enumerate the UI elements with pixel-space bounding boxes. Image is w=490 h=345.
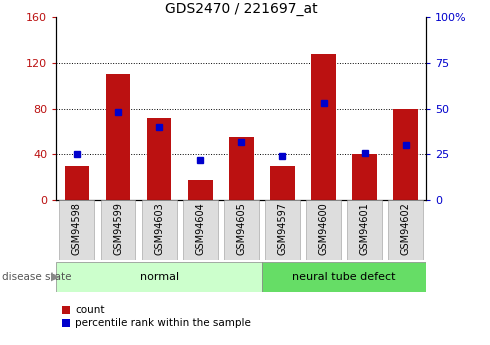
Bar [59, 200, 95, 260]
Text: normal: normal [140, 272, 179, 282]
Bar [347, 200, 382, 260]
Text: GSM94601: GSM94601 [360, 202, 369, 255]
Legend: count, percentile rank within the sample: count, percentile rank within the sample [62, 305, 251, 328]
Bar [265, 200, 300, 260]
Bar [183, 200, 218, 260]
Bar [229, 137, 254, 200]
Text: GSM94602: GSM94602 [401, 202, 411, 255]
Bar [262, 262, 426, 292]
Bar [106, 75, 130, 200]
Text: GSM94600: GSM94600 [318, 202, 328, 255]
Bar [393, 109, 418, 200]
Text: neural tube defect: neural tube defect [293, 272, 396, 282]
Bar [147, 118, 172, 200]
Bar [65, 166, 89, 200]
Bar [142, 200, 176, 260]
Text: GSM94598: GSM94598 [72, 202, 82, 255]
Bar [56, 262, 262, 292]
Bar [100, 200, 135, 260]
Text: disease state: disease state [2, 272, 72, 282]
Text: GSM94603: GSM94603 [154, 202, 164, 255]
Title: GDS2470 / 221697_at: GDS2470 / 221697_at [165, 2, 318, 16]
Bar [352, 155, 377, 200]
Bar [306, 200, 341, 260]
Bar [388, 200, 423, 260]
Text: ▶: ▶ [51, 272, 60, 282]
Text: GSM94599: GSM94599 [113, 202, 123, 255]
Text: GSM94605: GSM94605 [236, 202, 246, 255]
Text: GSM94597: GSM94597 [277, 202, 288, 255]
Bar [188, 179, 213, 200]
Bar [270, 166, 295, 200]
Text: GSM94604: GSM94604 [195, 202, 205, 255]
Bar [224, 200, 259, 260]
Bar [311, 54, 336, 200]
